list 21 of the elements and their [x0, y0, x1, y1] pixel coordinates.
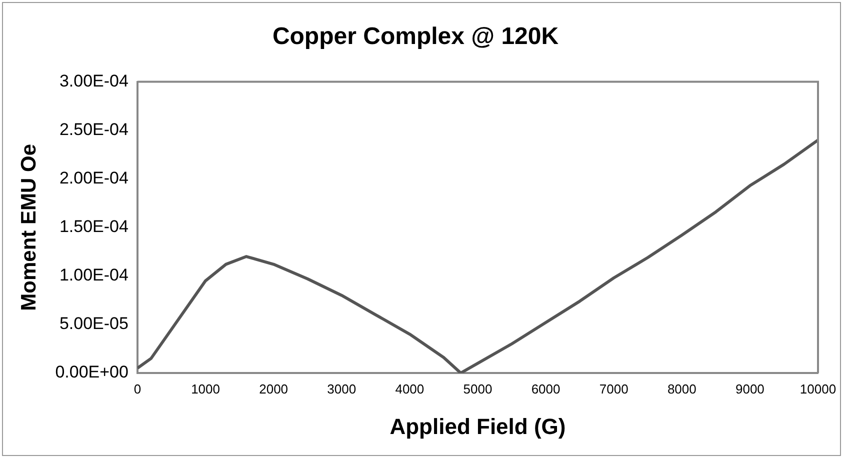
x-tick-label: 3000 — [327, 381, 356, 396]
x-tick-label: 10000 — [800, 381, 836, 396]
y-tick-label: 0.00E+00 — [55, 362, 128, 382]
x-axis-title: Applied Field (G) — [390, 414, 566, 439]
y-tick-label: 1.50E-04 — [59, 217, 128, 236]
x-tick-label: 7000 — [599, 381, 628, 396]
x-tick-label: 5000 — [463, 381, 492, 396]
x-tick-label: 0 — [134, 381, 142, 396]
x-tick-label: 4000 — [395, 381, 424, 396]
chart-title: Copper Complex @ 120K — [272, 23, 560, 50]
y-tick-label: 5.00E-05 — [59, 314, 128, 334]
y-tick-label: 3.00E-04 — [59, 71, 128, 90]
y-tick-label: 2.50E-04 — [59, 120, 128, 140]
y-axis-title: Moment EMU Oe — [17, 144, 40, 311]
x-tick-label: 8000 — [667, 381, 696, 396]
x-tick-label: 9000 — [735, 381, 764, 396]
y-tick-label: 1.00E-04 — [59, 266, 128, 285]
y-tick-label: 2.00E-04 — [59, 168, 128, 188]
x-tick-label: 1000 — [191, 381, 220, 396]
x-tick-label: 2000 — [259, 381, 288, 396]
x-tick-label: 6000 — [531, 381, 560, 396]
